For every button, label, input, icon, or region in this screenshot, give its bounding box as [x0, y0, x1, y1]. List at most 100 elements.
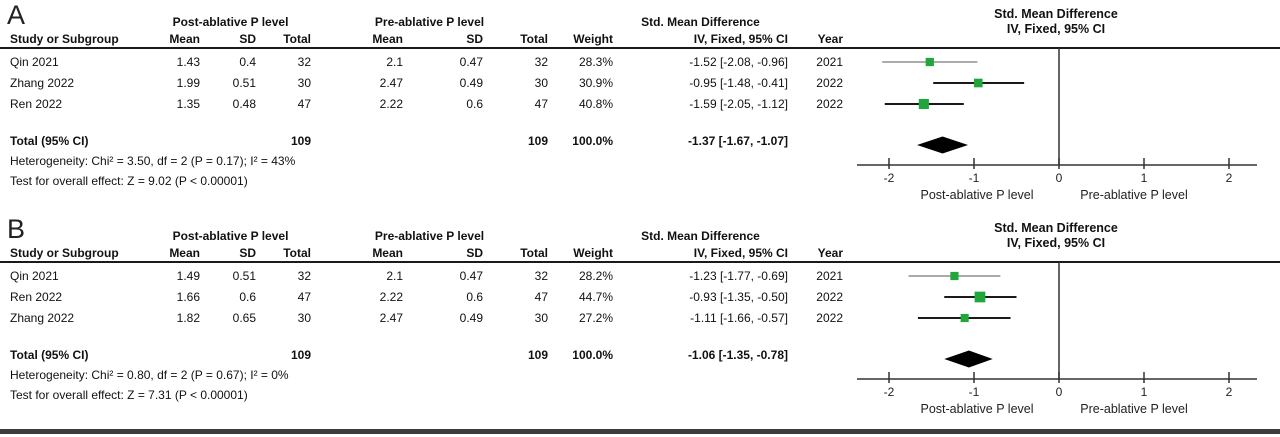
plot-title: Std. Mean Difference [994, 7, 1118, 21]
total-weight: 100.0% [572, 133, 613, 148]
post-total: 30 [297, 310, 311, 325]
post-total: 47 [297, 289, 311, 304]
post-mean: 1.49 [176, 268, 200, 283]
total-diamond [944, 350, 993, 368]
plot-subtitle: IV, Fixed, 95% CI [1007, 22, 1105, 36]
pre-sd: 0.49 [459, 310, 483, 325]
total-ci: -1.37 [-1.67, -1.07] [687, 133, 788, 148]
col-header-post-mean: Mean [169, 246, 200, 261]
year: 2022 [816, 289, 843, 304]
total-ci: -1.06 [-1.35, -0.78] [687, 347, 788, 362]
ci-value: -0.95 [-1.48, -0.41] [689, 75, 788, 90]
plot-title: Std. Mean Difference [994, 221, 1118, 235]
post-sd: 0.51 [232, 75, 256, 90]
tick-label: -2 [884, 171, 895, 185]
effect-square [973, 78, 983, 88]
pre-total: 47 [534, 96, 548, 111]
col-header-pre-sd: SD [466, 32, 483, 47]
col-header-ci: IV, Fixed, 95% CI [693, 32, 788, 47]
col-header-weight: Weight [573, 246, 613, 261]
pre-total: 30 [534, 75, 548, 90]
study-name: Qin 2021 [10, 54, 59, 69]
forest-table-a: Post-ablative P level Pre-ablative P lev… [10, 14, 843, 191]
effect-square [950, 271, 959, 281]
panel-label-a: A [7, 0, 26, 30]
effect-header: Std. Mean Difference [641, 15, 760, 30]
pre-mean: 2.22 [379, 289, 403, 304]
heterogeneity-line: Heterogeneity: Chi² = 0.80, df = 2 (P = … [10, 368, 289, 383]
favours-left-label: Post-ablative P level [920, 188, 1033, 202]
post-mean: 1.43 [176, 54, 200, 69]
tick-label: -2 [884, 385, 895, 399]
weight: 44.7% [578, 289, 613, 304]
ci-value: -1.59 [-2.05, -1.12] [689, 96, 788, 111]
year: 2021 [816, 268, 843, 283]
pre-mean: 2.1 [386, 268, 403, 283]
col-header-pre-sd: SD [466, 246, 483, 261]
col-header-pre-total: Total [520, 32, 548, 47]
forest-panel-b: B Post-ablative P level Pre-ablative P l… [0, 216, 1280, 430]
col-header-post-sd: SD [239, 246, 256, 261]
total-pre-n: 109 [527, 133, 548, 148]
col-header-study: Study or Subgroup [10, 32, 119, 47]
study-name: Ren 2022 [10, 289, 63, 304]
post-sd: 0.48 [232, 96, 256, 111]
col-header-pre-total: Total [520, 246, 548, 261]
pre-mean: 2.22 [379, 96, 403, 111]
post-total: 47 [297, 96, 311, 111]
tick-label: 1 [1141, 385, 1148, 399]
favours-right-label: Pre-ablative P level [1080, 402, 1187, 416]
total-post-n: 109 [290, 133, 311, 148]
ci-value: -1.11 [-1.66, -0.57] [690, 310, 788, 325]
post-total: 32 [297, 54, 311, 69]
year: 2022 [816, 310, 843, 325]
col-header-year: Year [817, 246, 843, 261]
tick-label: 0 [1056, 385, 1063, 399]
pre-mean: 2.47 [379, 75, 403, 90]
pre-sd: 0.47 [459, 268, 483, 283]
post-sd: 0.51 [232, 268, 256, 283]
study-name: Zhang 2022 [10, 75, 75, 90]
year: 2022 [816, 75, 843, 90]
favours-left-label: Post-ablative P level [920, 402, 1033, 416]
tick-label: -1 [969, 385, 980, 399]
col-header-post-total: Total [283, 246, 311, 261]
overall-effect-line: Test for overall effect: Z = 9.02 (P < 0… [10, 173, 248, 188]
ci-value: -1.52 [-2.08, -0.96] [689, 54, 788, 69]
plot-subtitle: IV, Fixed, 95% CI [1007, 236, 1105, 250]
ci-value: -0.93 [-1.35, -0.50] [689, 289, 788, 304]
post-sd: 0.6 [239, 289, 256, 304]
pre-total: 32 [534, 268, 548, 283]
total-post-n: 109 [290, 347, 311, 362]
pre-mean: 2.47 [379, 310, 403, 325]
group-header-pre: Pre-ablative P level [374, 229, 485, 244]
favours-right-label: Pre-ablative P level [1080, 188, 1187, 202]
total-label: Total (95% CI) [10, 347, 89, 362]
post-total: 32 [297, 268, 311, 283]
forest-panel-a: A Post-ablative P level Pre-ablative P l… [0, 2, 1280, 216]
pre-sd: 0.49 [459, 75, 483, 90]
pre-sd: 0.47 [459, 54, 483, 69]
weight: 40.8% [578, 96, 613, 111]
tick-label: 1 [1141, 171, 1148, 185]
forest-table-b: Post-ablative P level Pre-ablative P lev… [10, 228, 843, 405]
col-header-post-mean: Mean [169, 32, 200, 47]
total-weight: 100.0% [572, 347, 613, 362]
effect-square [918, 98, 929, 110]
pre-total: 47 [534, 289, 548, 304]
group-header-pre: Pre-ablative P level [374, 15, 485, 30]
overall-effect-line: Test for overall effect: Z = 7.31 (P < 0… [10, 387, 248, 402]
header-underline [0, 261, 1280, 263]
effect-square [974, 291, 986, 303]
study-name: Zhang 2022 [10, 310, 75, 325]
effect-square [925, 57, 934, 67]
post-sd: 0.4 [239, 54, 256, 69]
pre-mean: 2.1 [386, 54, 403, 69]
post-mean: 1.99 [176, 75, 200, 90]
year: 2022 [816, 96, 843, 111]
pre-sd: 0.6 [466, 289, 483, 304]
col-header-study: Study or Subgroup [10, 246, 119, 261]
bottom-border [0, 429, 1280, 434]
total-label: Total (95% CI) [10, 133, 89, 148]
